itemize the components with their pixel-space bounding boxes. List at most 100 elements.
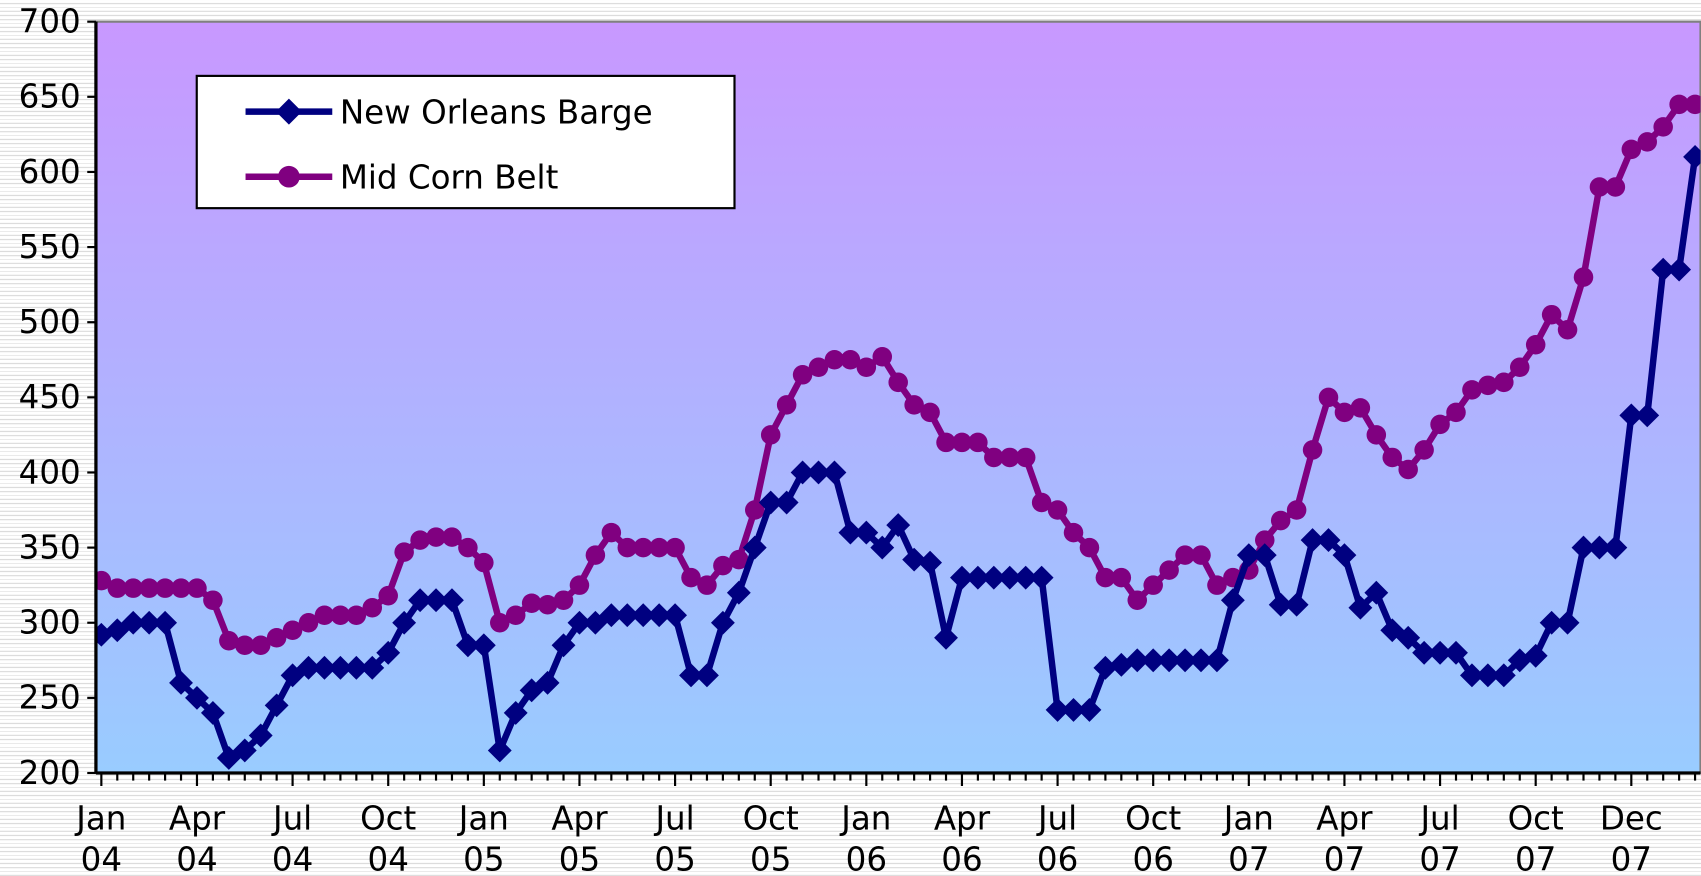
x-tick-label: Jan 06	[839, 799, 891, 876]
diamond-marker	[328, 655, 353, 680]
diamond-marker	[1045, 697, 1070, 722]
circle-marker	[792, 365, 813, 385]
circle-marker	[1015, 447, 1036, 468]
diamond-marker	[806, 460, 831, 485]
legend-label: New Orleans Barge	[340, 94, 653, 132]
circle-marker	[1509, 357, 1530, 378]
diamond-marker	[1061, 697, 1086, 722]
circle-marker	[330, 605, 351, 625]
x-tick-label: Jan 05	[457, 799, 509, 876]
circle-marker	[442, 527, 462, 547]
diamond-marker	[169, 670, 193, 695]
circle-marker	[1637, 132, 1658, 152]
diamond-marker	[1189, 648, 1213, 673]
diamond-marker	[981, 565, 1006, 590]
diamond-marker	[1252, 543, 1277, 568]
y-tick-label: 600	[19, 153, 81, 191]
x-tick-label: Jul 04	[271, 799, 313, 876]
y-tick-label: 250	[19, 679, 81, 717]
diamond-marker	[1013, 565, 1038, 590]
diamond-marker	[1284, 592, 1309, 617]
circle-marker	[203, 590, 223, 610]
legend-label: Mid Corn Belt	[340, 159, 559, 197]
diamond-marker	[1667, 257, 1692, 282]
circle-marker	[665, 537, 685, 558]
x-tick-label: Apr 05	[551, 799, 608, 876]
diamond-marker	[1635, 403, 1660, 428]
plot	[95, 94, 1701, 770]
circle-marker	[888, 372, 908, 393]
circle-marker	[1143, 575, 1163, 595]
circle-marker	[1079, 537, 1100, 558]
y-tick-label: 200	[19, 754, 81, 792]
circle-marker	[1669, 94, 1689, 115]
legend-marker	[278, 165, 300, 188]
circle-marker	[1191, 545, 1211, 565]
x-tick-label: Apr 04	[169, 799, 226, 876]
circle-marker	[298, 612, 319, 633]
circle-marker	[824, 350, 845, 370]
circle-marker	[1318, 387, 1339, 408]
circle-marker	[1462, 380, 1482, 400]
circle-marker	[394, 542, 414, 562]
diamond-marker	[1220, 588, 1245, 613]
circle-marker	[250, 635, 271, 656]
circle-marker	[1000, 447, 1020, 468]
x-tick-label: Oct 06	[1125, 799, 1181, 876]
x-tick-label: Jul 07	[1418, 799, 1460, 876]
diamond-marker	[886, 513, 911, 537]
diamond-marker	[1475, 663, 1500, 688]
diamond-marker	[774, 490, 799, 515]
circle-marker	[458, 537, 478, 558]
y-tick-label: 550	[19, 228, 81, 266]
y-tick-label: 700	[19, 3, 81, 41]
circle-marker	[346, 605, 367, 625]
diamond-marker	[1523, 643, 1548, 668]
diamond-marker	[679, 663, 703, 688]
circle-marker	[1494, 372, 1514, 393]
diamond-marker	[360, 655, 385, 680]
diamond-marker	[1077, 697, 1102, 722]
x-tick-label: Apr 07	[1316, 799, 1373, 876]
diamond-marker	[455, 633, 480, 658]
circle-marker	[139, 578, 159, 598]
circle-marker	[1685, 94, 1701, 115]
diamond-marker	[344, 655, 369, 680]
diamond-marker	[1444, 640, 1468, 665]
circle-marker	[1589, 177, 1610, 197]
diamond-marker	[822, 460, 847, 485]
circle-marker	[95, 570, 112, 591]
diamond-marker	[1460, 663, 1484, 688]
circle-marker	[1127, 590, 1148, 610]
circle-marker	[1478, 375, 1498, 396]
diamond-marker	[95, 622, 114, 647]
diamond-marker	[1539, 610, 1564, 635]
diamond-marker	[153, 610, 178, 635]
diamond-marker	[838, 520, 863, 545]
circle-marker	[729, 549, 749, 570]
circle-marker	[1111, 567, 1132, 588]
circle-marker	[776, 395, 797, 415]
circle-marker	[601, 522, 622, 543]
circle-marker	[984, 447, 1004, 468]
diamond-marker	[710, 610, 735, 635]
circle-marker	[537, 594, 558, 615]
diamond-marker	[1093, 655, 1118, 680]
circle-marker	[745, 500, 765, 520]
x-tick-label: Jan 07	[1222, 799, 1274, 876]
circle-marker	[968, 432, 988, 453]
diamond-marker	[392, 610, 417, 635]
circle-marker	[1095, 567, 1116, 588]
y-tick-label: 300	[19, 604, 81, 642]
circle-marker	[410, 530, 430, 550]
circle-marker	[569, 575, 590, 595]
diamond-marker	[567, 610, 592, 635]
y-tick-label: 450	[19, 378, 81, 416]
circle-marker	[856, 357, 877, 378]
circle-marker	[171, 578, 191, 598]
circle-marker	[426, 527, 446, 547]
circle-marker	[1653, 117, 1673, 137]
circle-marker	[904, 395, 924, 415]
diamond-marker	[854, 520, 879, 545]
circle-marker	[1334, 402, 1355, 423]
